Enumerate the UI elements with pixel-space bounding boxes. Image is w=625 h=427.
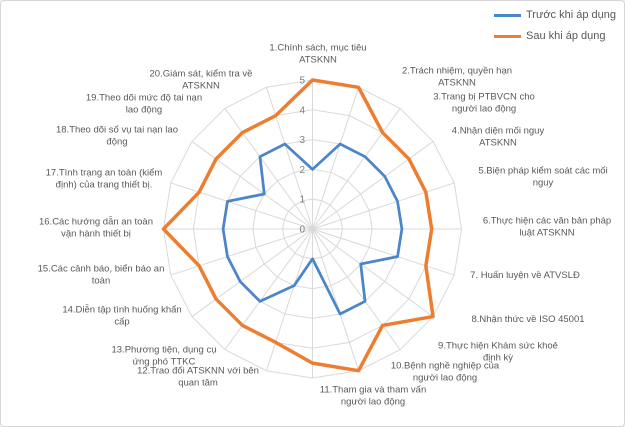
grid-spoke xyxy=(265,87,313,230)
grid-ring xyxy=(162,79,463,379)
grid-spoke xyxy=(312,87,360,230)
grid-spoke xyxy=(170,182,313,230)
series-line-0[interactable] xyxy=(221,142,404,316)
legend-line-before-icon xyxy=(494,13,521,17)
grid-spoke xyxy=(224,108,313,230)
legend-label-before: Trước khi áp dụng xyxy=(526,9,616,21)
legend-item-before[interactable]: Trước khi áp dụng xyxy=(494,9,616,21)
grid-spoke xyxy=(265,228,313,371)
grid-spoke xyxy=(312,108,401,230)
grid-spoke xyxy=(191,228,313,317)
grid-spoke xyxy=(312,182,455,230)
grid-spoke xyxy=(312,228,434,317)
legend-item-after[interactable]: Sau khi áp dụng xyxy=(494,30,616,42)
grid-spoke xyxy=(224,228,313,350)
chart-legend: Trước khi áp dụng Sau khi áp dụng xyxy=(494,9,616,42)
value-axis-tick: 4 xyxy=(299,105,305,116)
value-axis-tick: 1 xyxy=(299,195,305,206)
value-axis-tick: 5 xyxy=(299,76,305,87)
grid-spoke xyxy=(312,141,434,230)
value-axis-tick: 3 xyxy=(299,135,305,146)
grid-spoke xyxy=(312,228,360,371)
grid-spoke xyxy=(191,141,313,230)
value-axis-tick: 2 xyxy=(299,165,305,176)
grid-spoke xyxy=(312,228,401,350)
grid-ring xyxy=(252,168,373,290)
series-line-1[interactable] xyxy=(161,78,435,373)
legend-line-after-icon xyxy=(494,34,521,38)
grid-spoke xyxy=(312,228,455,276)
grid-spoke xyxy=(170,228,313,276)
value-axis-tick: 0 xyxy=(299,225,305,236)
legend-label-after: Sau khi áp dụng xyxy=(526,30,606,42)
